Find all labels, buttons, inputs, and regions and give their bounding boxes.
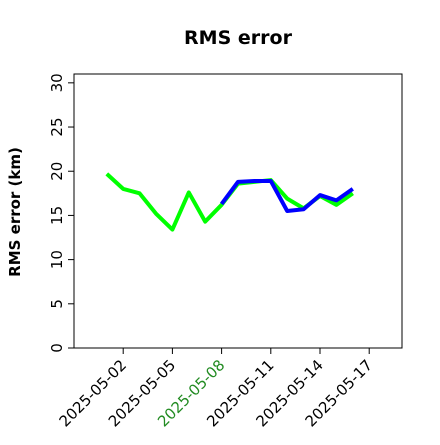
y-tick-label: 10: [48, 250, 66, 269]
x-axis: 2025-05-022025-05-052025-05-082025-05-11…: [56, 347, 376, 430]
chart-title: RMS error: [184, 27, 293, 49]
series-line-2: [219, 178, 354, 213]
y-tick-label: 20: [48, 162, 66, 181]
y-axis: 0 5 10 15 20 25 30: [48, 73, 75, 353]
series-layer: [105, 172, 354, 232]
y-axis-label: RMS error (km): [6, 147, 24, 277]
series-line-1: [105, 172, 354, 232]
y-tick-label: 0: [48, 343, 66, 353]
plot-frame: [73, 73, 403, 349]
y-tick-label: 5: [48, 299, 66, 309]
y-tick-label: 25: [48, 117, 66, 136]
y-tick-label: 30: [48, 73, 66, 92]
y-tick-label: 15: [48, 206, 66, 225]
